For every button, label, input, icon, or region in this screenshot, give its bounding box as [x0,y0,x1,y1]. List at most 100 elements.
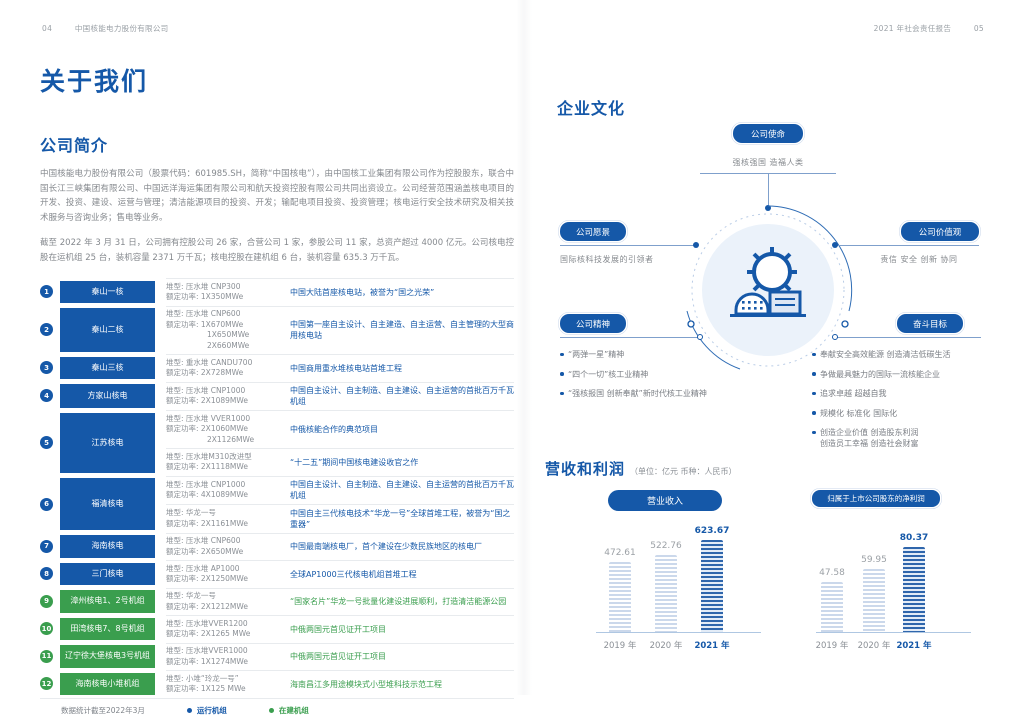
plant-description: 全球AP1000三代核电机组首堆工程 [290,569,417,579]
bullet-dot-icon [812,372,816,376]
plant-name-cell: 福清核电 [60,478,155,530]
plant-description: 中俄两国元首见证开工项目 [290,624,386,634]
plant-row: 3 秦山三核 堆型: 重水堆 CANDU700 额定功率: 2X728MWe 中国… [40,354,514,382]
plant-spec-line: 2X660MWe [207,340,250,350]
plant-number-badge: 8 [40,567,53,581]
plant-row: 9 漳州核电1、2号机组 堆型: 华龙一号 额定功率: 2X1212MWe “国家… [40,587,514,616]
plant-detail-groups: 堆型: 压水堆VVER1200 额定功率: 2X1265 MWe 中俄两国元首见证… [166,615,514,643]
bar-value-label: 472.61 [604,548,636,558]
mission-text: 强核强国 造福人类 [732,158,804,167]
bullet-text: 奉献安全高效能源 创造清洁低碳生活 [820,350,951,359]
plant-spec-group: 堆型: 压水堆 CNP600 额定功率: 1X670MWe 1X650MWe 2X66… [166,305,514,355]
vision-pill: 公司愿景 [560,222,626,241]
year-label: 2021 年 [694,641,730,651]
goals-bullet-list: 奉献安全高效能源 创造清洁低碳生活 争做最具魅力的国际一流核能企业 追求卓越 超… [812,349,984,458]
values-dot [832,242,838,248]
plant-spec-line: 堆型: 压水堆VVER1000 [166,646,248,655]
plant-number-badge: 2 [40,323,53,337]
bullet-text: 创造企业价值 创造股东利润 创造员工幸福 创造社会财富 [820,428,919,448]
spirit-connector-line [560,337,700,338]
year-label: 2019 年 [603,641,637,651]
bullet-text: “四个一切”核工业精神 [568,369,649,379]
plant-number-badge: 5 [40,436,53,450]
plant-detail-groups: 堆型: 压水堆 CNP300 额定功率: 1X350MWe 中国大陆首座核电站，被… [166,278,514,306]
plant-description: “国家名片”华龙一号批量化建设进展顺利，打造清洁能源公园 [290,597,507,606]
plant-spec-line: 堆型: 压水堆 CNP1000 [166,479,246,489]
finance-heading: 营收和利润 [545,460,626,478]
plant-number-badge: 3 [40,361,53,375]
plant-spec-line: 额定功率: 2X1060MWe [166,424,248,433]
plant-specs: 堆型: 压水堆 CNP1000 额定功率: 4X1089MWe [166,480,284,501]
page-fold-shadow [516,0,532,695]
plant-number-badge: 11 [40,649,53,663]
plant-row: 2 秦山二核 堆型: 压水堆 CNP600 额定功率: 1X670MWe 1X650… [40,305,514,355]
legend-operating-label: 运行机组 [196,705,227,715]
plant-spec-group: 堆型: 华龙一号 额定功率: 2X1212MWe “国家名片”华龙一号批量化建设进… [166,587,514,616]
plant-name-cell: 秦山二核 [60,308,155,352]
plant-detail-groups: 堆型: 压水堆 AP1000 额定功率: 2X1250MWe 全球AP1000三代… [166,560,514,588]
bullet-text: “两弹一星”精神 [568,350,625,359]
chart-title-pill: 营业收入 [608,490,722,511]
chart-baseline [596,632,761,633]
year-label: 2019 年 [815,641,849,651]
company-name: 中国核能电力股份有限公司 [74,24,169,33]
plant-name-cell: 海南核电 [60,535,155,558]
plant-specs: 堆型: 压水堆 CNP600 额定功率: 1X670MWe 1X650MWe 2X66… [166,309,284,351]
nuclear-industry-emblem-icon [686,205,853,370]
finance-unit-note: （单位：亿元 币种：人民币） [630,467,737,476]
plant-spec-line: 额定功率: 2X1212MWe [166,601,248,611]
bullet-dot-icon [560,352,564,356]
plant-name-cell: 海南核电小堆机组 [60,672,155,695]
plant-specs: 堆型: 小堆“玲龙一号” 额定功率: 1X125 MWe [166,674,284,695]
bar-2021 年 [701,540,723,632]
plant-name-cell: 江苏核电 [60,412,155,473]
plant-specs: 堆型: 压水堆 CNP1000 额定功率: 2X1089MWe [166,386,284,407]
plant-detail-groups: 堆型: 压水堆 CNP1000 额定功率: 4X1089MWe 中国自主设计、自主… [166,475,514,533]
bullet-item: 规模化 标准化 国际化 [812,408,984,419]
legend-construction-label: 在建机组 [278,705,309,715]
plant-spec-line: 额定功率: 1X125 MWe [166,684,246,693]
spirit-dot [697,334,703,340]
plant-spec-group: 堆型: 压水堆 CNP600 额定功率: 2X650MWe 中国最南端核电厂，首个… [166,532,514,561]
plant-description: 中俄两国元首见证开工项目 [290,652,386,661]
bar-2021 年 [903,547,925,632]
plant-spec-line: 堆型: 压水堆 CNP600 [166,536,241,545]
bullet-item: “强核报国 创新奉献”新时代核工业精神 [560,388,770,399]
year-label: 2021 年 [896,641,932,651]
plant-detail-groups: 堆型: 压水堆 CNP1000 额定功率: 2X1089MWe 中国自主设计、自主… [166,381,514,411]
plant-specs: 堆型: 华龙一号 额定功率: 2X1161MWe [166,508,284,529]
plant-spec-line: 堆型: 重水堆 CANDU700 [166,357,253,367]
plant-spec-line: 额定功率: 2X728MWe [166,368,244,377]
plant-description: 中国第一座自主设计、自主建造、自主运营、自主管理的大型商用核电站 [290,320,514,340]
mission-dot [765,205,771,211]
bar-value-label: 59.95 [861,555,887,565]
table-footer: 数据统计截至2022年3月 运行机组 在建机组 [40,699,514,716]
culture-diagram: 公司使命 强核强国 造福人类 公司愿景 国 [545,118,985,458]
plant-name-cell: 田湾核电7、8号机组 [60,617,155,640]
plant-number-badge: 9 [40,594,53,608]
plant-specs: 堆型: 华龙一号 额定功率: 2X1212MWe [166,591,284,612]
plant-spec-line: 堆型: 压水堆M310改进型 [166,451,252,461]
values-pill: 公司价值观 [901,222,979,241]
page-title: 关于我们 [40,67,149,96]
plant-specs: 堆型: 压水堆VVER1000 额定功率: 1X1274MWe [166,646,284,667]
bar-2020 年 [655,555,677,632]
bar-2019 年 [821,582,843,632]
legend-operating-units: 运行机组 [186,705,227,716]
plant-spec-line: 堆型: 压水堆 CNP600 [166,309,241,318]
goals-connector-line [835,337,981,338]
plant-spec-group: 堆型: 压水堆 CNP300 额定功率: 1X350MWe 中国大陆首座核电站，被… [166,278,514,306]
plant-number-badge: 4 [40,389,53,403]
plant-spec-line: 堆型: 压水堆 VVER1000 [166,413,251,423]
legend-construction-units: 在建机组 [268,705,309,716]
page-number-right: 05 [973,24,984,33]
plant-name-cell: 秦山三核 [60,356,155,379]
plant-description: 海南昌江多用途模块式小型堆科技示范工程 [290,679,442,689]
plant-spec-line: 额定功率: 2X650MWe [166,546,244,556]
bullet-dot-icon [812,430,816,434]
plant-row: 8 三门核电 堆型: 压水堆 AP1000 额定功率: 2X1250MWe 全球A… [40,560,514,588]
plant-spec-group: 堆型: 压水堆VVER1200 额定功率: 2X1265 MWe 中俄两国元首见证… [166,615,514,643]
plant-spec-line: 堆型: 压水堆VVER1200 [166,618,248,628]
plant-spec-line: 额定功率: 2X1250MWe [166,574,248,583]
goals-pill: 奋斗目标 [897,314,963,333]
